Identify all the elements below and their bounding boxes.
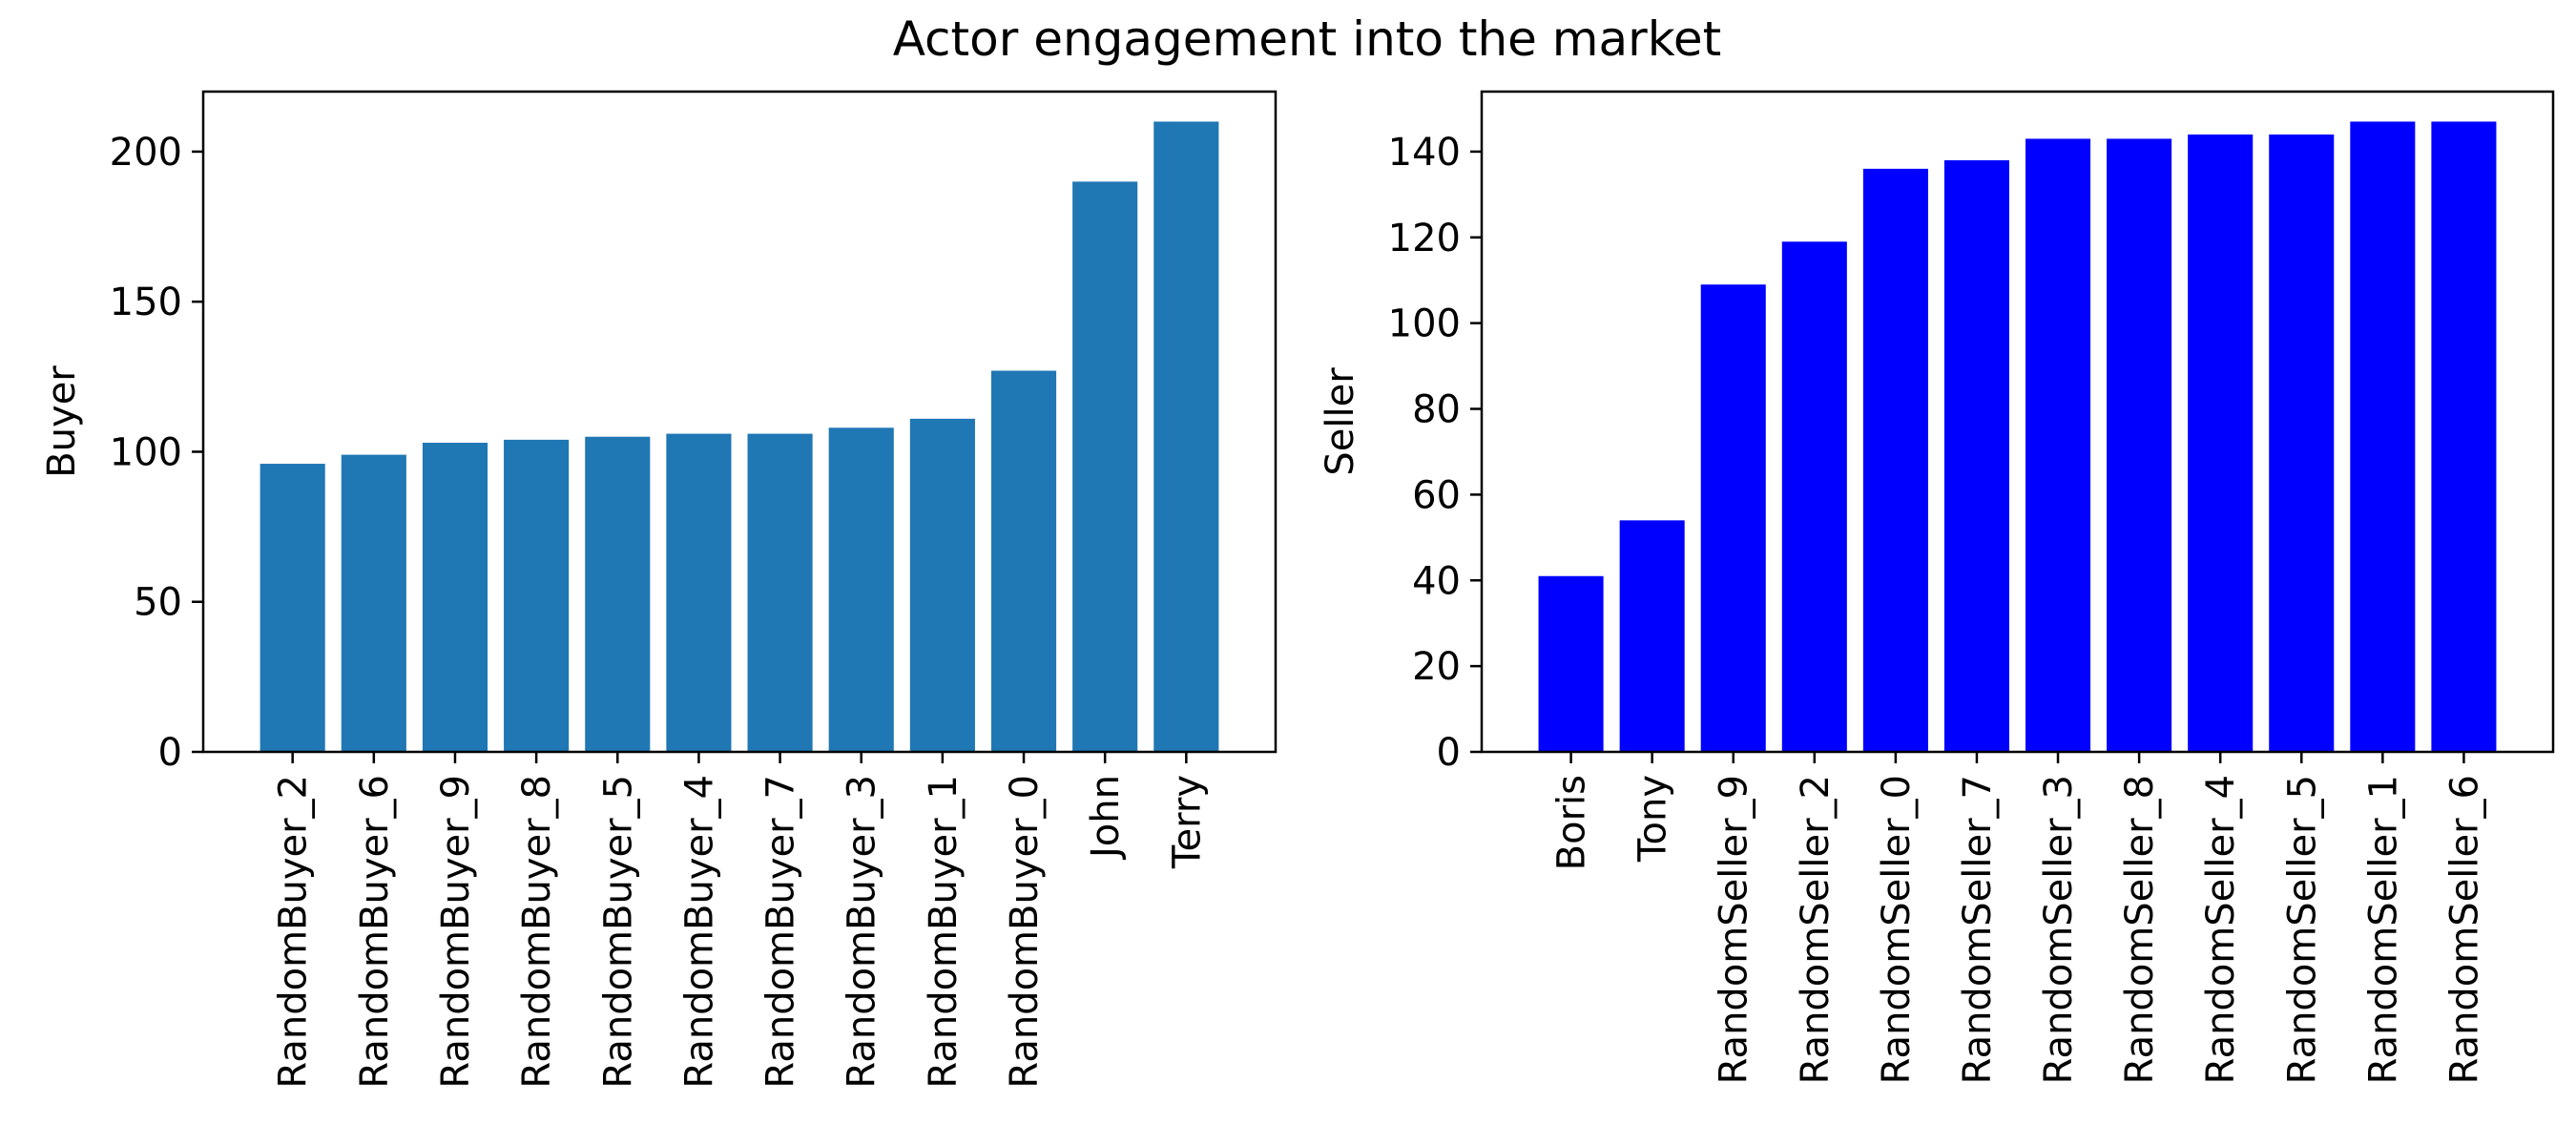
seller-bar-5	[1943, 159, 2009, 752]
seller-xtick-label-4: RandomSeller_0	[1875, 775, 1919, 1084]
seller-xtick-label-10: RandomSeller_1	[2361, 775, 2405, 1084]
seller-bar-11	[2431, 121, 2497, 752]
buyer-bar-4	[585, 436, 651, 752]
seller-xtick-label-11: RandomSeller_6	[2442, 775, 2486, 1084]
seller-xtick-label-5: RandomSeller_7	[1956, 775, 2000, 1084]
buyer-xtick-label-7: RandomBuyer_3	[841, 775, 884, 1089]
seller-xtick-label-3: RandomSeller_2	[1794, 775, 1838, 1084]
buyer-bar-1	[341, 454, 406, 752]
buyer-bar-2	[422, 443, 488, 752]
buyer-xtick-label-3: RandomBuyer_8	[515, 775, 559, 1089]
buyer-ytick-label-2: 100	[110, 430, 182, 474]
buyer-xtick-label-9: RandomBuyer_0	[1003, 775, 1047, 1089]
buyer-bar-3	[504, 439, 570, 752]
seller-xtick-label-1: Tony	[1631, 775, 1675, 863]
buyer-xtick-label-1: RandomBuyer_6	[353, 775, 397, 1089]
seller-ytick-label-7: 140	[1388, 131, 1461, 175]
buyer-xtick-label-6: RandomBuyer_7	[759, 775, 803, 1089]
buyer-bar-10	[1072, 181, 1138, 753]
seller-ytick-label-4: 80	[1412, 388, 1461, 432]
seller-xtick-label-6: RandomSeller_3	[2037, 775, 2081, 1084]
buyer-ytick-label-0: 0	[158, 731, 182, 775]
seller-chart: 0 20 40 60 80 100 120 140 Boris Tony RandomSeller_…	[1319, 90, 2555, 1084]
buyer-bar-7	[828, 427, 894, 752]
buyer-bar-8	[909, 418, 975, 752]
seller-ytick-label-2: 40	[1412, 559, 1461, 603]
seller-xtick-label-0: Boris	[1550, 775, 1594, 870]
buyer-ylabel: Buyer	[40, 365, 84, 478]
seller-xtick-label-7: RandomSeller_8	[2118, 775, 2162, 1084]
buyer-bar-5	[666, 433, 732, 752]
seller-ytick-label-5: 100	[1388, 302, 1461, 346]
seller-ytick-label-0: 0	[1437, 731, 1461, 775]
seller-axes-frame	[1480, 90, 2555, 754]
seller-bar-4	[1862, 168, 1928, 752]
seller-ylabel: Seller	[1319, 367, 1362, 476]
buyer-xtick-label-8: RandomBuyer_1	[922, 775, 966, 1089]
buyer-axes-frame	[201, 90, 1278, 754]
seller-bar-0	[1538, 575, 1604, 752]
buyer-xtick-label-11: Terry	[1165, 775, 1209, 869]
buyer-bar-11	[1153, 121, 1219, 752]
buyer-ytick-label-4: 200	[110, 131, 182, 175]
seller-bar-9	[2269, 134, 2335, 752]
seller-bar-8	[2188, 134, 2254, 752]
seller-bar-2	[1700, 284, 1766, 752]
buyer-bar-9	[990, 370, 1057, 752]
seller-bar-10	[2350, 121, 2416, 752]
seller-ytick-label-1: 20	[1412, 645, 1461, 689]
seller-bar-3	[1781, 241, 1847, 752]
buyer-bar-6	[747, 433, 813, 752]
seller-ytick-label-6: 120	[1388, 217, 1461, 260]
seller-xtick-label-8: RandomSeller_4	[2199, 775, 2243, 1084]
figure-title: Actor engagement into the market	[893, 11, 1722, 67]
seller-bar-7	[2107, 138, 2172, 752]
buyer-bar-0	[260, 464, 325, 752]
buyer-xtick-label-4: RandomBuyer_5	[596, 775, 640, 1089]
seller-ytick-label-3: 60	[1412, 473, 1461, 517]
buyer-xtick-label-5: RandomBuyer_4	[677, 775, 721, 1089]
seller-xtick-label-9: RandomSeller_5	[2280, 775, 2324, 1084]
seller-bar-1	[1619, 520, 1685, 752]
buyer-chart: 0 50 100 150 200 RandomBuyer_2 RandomBuyer_6 Ra…	[40, 90, 1278, 1089]
buyer-ytick-label-3: 150	[110, 281, 182, 324]
buyer-xtick-label-2: RandomBuyer_9	[434, 775, 478, 1089]
seller-xtick-label-2: RandomSeller_9	[1713, 775, 1756, 1084]
seller-bar-6	[2025, 138, 2091, 752]
buyer-ytick-label-1: 50	[134, 581, 182, 625]
buyer-xtick-label-0: RandomBuyer_2	[272, 775, 316, 1089]
buyer-xtick-label-10: John	[1084, 775, 1128, 861]
